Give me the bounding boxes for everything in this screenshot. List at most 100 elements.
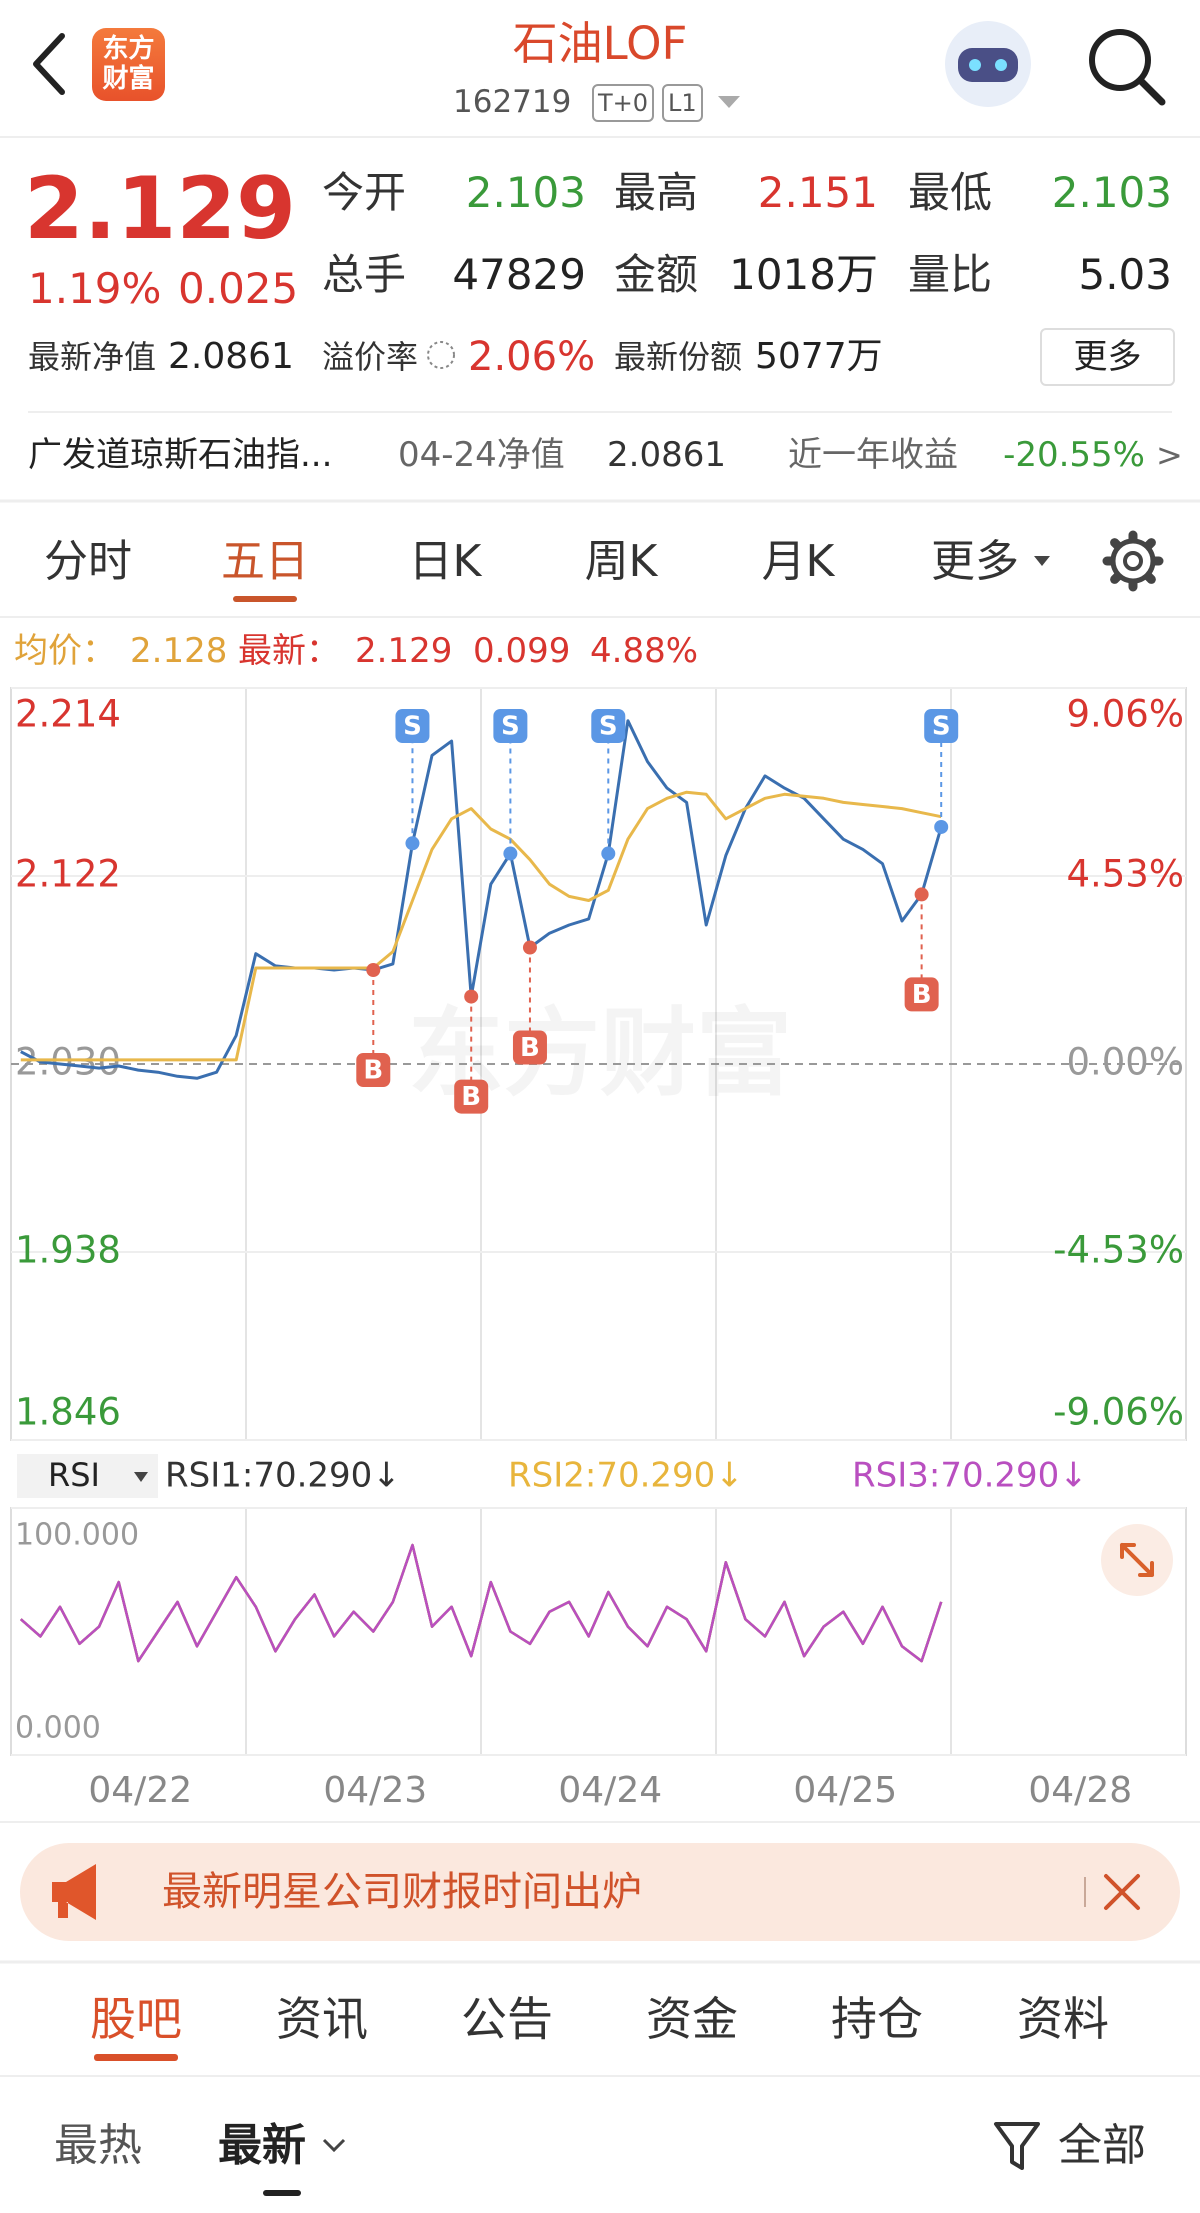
legend-entry: RSI1:70.290↓ — [165, 1456, 401, 1496]
notice-banner — [20, 1843, 1180, 1941]
trade-badge — [924, 709, 959, 743]
series-line — [20, 719, 943, 1080]
trade-badge — [454, 1079, 489, 1114]
dropdown-arrow — [134, 1472, 148, 1482]
trade-label: B — [520, 1033, 540, 1063]
stat-label: 最低 — [908, 168, 993, 217]
badge: L1 — [662, 84, 703, 122]
stat-value: 2.103 — [1051, 168, 1172, 217]
period-tab[interactable]: 五日 — [221, 536, 309, 587]
chart-frame — [10, 1507, 1187, 1756]
trade-dot — [366, 963, 381, 977]
stat-label: 最高 — [614, 168, 699, 217]
period-tab[interactable]: 分时 — [44, 536, 132, 587]
trade-label: S — [501, 712, 520, 742]
fund-name: 广发道琼斯石油指... — [28, 435, 333, 475]
stat-value: 1018万 — [729, 250, 878, 299]
series-line — [19, 1543, 943, 1663]
return-arrow[interactable]: > — [1156, 436, 1183, 474]
fund-nav: 2.0861 — [607, 435, 726, 475]
search-icon — [1089, 29, 1151, 91]
tab-underline — [94, 2054, 178, 2061]
x-tick-label: 04/24 — [558, 1770, 662, 1811]
badge: T+0 — [592, 84, 655, 122]
indicator-select[interactable] — [17, 1454, 158, 1498]
section-tab[interactable]: 资料 — [1017, 1992, 1109, 2046]
y2-tick-label: -9.06% — [1053, 1391, 1184, 1434]
y2-tick-label: 4.53% — [1066, 853, 1184, 896]
info-icon — [427, 341, 455, 369]
avg-price: 2.128 — [130, 631, 228, 671]
trade-dot — [522, 940, 537, 955]
close-button[interactable] — [1104, 1874, 1140, 1910]
avatar-face — [958, 48, 1018, 82]
y-tick-label: 100.000 — [15, 1518, 139, 1553]
feed-underline — [263, 2190, 301, 2196]
search-button[interactable] — [1089, 29, 1166, 106]
y2-tick-label: 0.00% — [1066, 1041, 1184, 1084]
stat-value: 2.103 — [465, 168, 586, 217]
series-line — [20, 790, 942, 1062]
avg-label: 均价： — [14, 631, 116, 671]
trade-label: B — [363, 1056, 383, 1086]
more-button[interactable]: 更多 — [1040, 328, 1175, 386]
last-change-pct: 4.88% — [590, 631, 699, 671]
trade-dot — [503, 846, 518, 861]
legend-entry: RSI3:70.290↓ — [852, 1456, 1088, 1496]
megaphone-icon — [52, 1864, 96, 1920]
nav-label: 最新净值 — [28, 338, 157, 376]
back-button[interactable] — [33, 33, 65, 95]
settings-button[interactable] — [1102, 530, 1164, 592]
filter-icon — [994, 2122, 1040, 2170]
section-tab[interactable]: 股吧 — [90, 1992, 182, 2046]
period-tab[interactable]: 日K — [408, 536, 482, 587]
trade-label: S — [932, 712, 951, 742]
avatar-eye — [995, 59, 1007, 71]
return-label: 近一年收益 — [788, 435, 958, 475]
logo-text: 东方 — [102, 34, 155, 64]
premium-label: 溢价率 — [322, 338, 419, 376]
dropdown-chevron — [322, 2138, 346, 2153]
section-tab[interactable]: 资金 — [646, 1992, 738, 2046]
return-value: -20.55% — [1003, 435, 1145, 475]
indicator-name: RSI — [48, 1456, 100, 1494]
dropdown-arrow — [1034, 556, 1050, 566]
period-tab[interactable]: 月K — [761, 536, 835, 587]
notice-text[interactable]: 最新明星公司财报时间出炉 — [162, 1869, 642, 1915]
avatar-eye — [969, 59, 981, 71]
legend-entry: RSI2:70.290↓ — [508, 1456, 744, 1496]
fund-nav-date: 04-24净值 — [398, 435, 565, 475]
trade-badge — [591, 709, 626, 743]
y-tick-label: 2.030 — [15, 1041, 121, 1084]
trade-label: S — [599, 712, 618, 742]
x-tick-label: 04/25 — [793, 1770, 897, 1811]
period-tab[interactable]: 周K — [584, 536, 658, 587]
change-pct: 1.19% — [28, 264, 162, 313]
y2-tick-label: 9.06% — [1066, 693, 1184, 736]
y-tick-label: 2.214 — [15, 693, 121, 736]
last-change: 0.099 — [473, 631, 571, 671]
last-label: 最新： — [238, 631, 340, 671]
change: 0.025 — [178, 264, 299, 313]
last-price: 2.129 — [355, 631, 453, 671]
feed-tab[interactable]: 最热 — [54, 2120, 142, 2171]
trade-badge — [493, 709, 528, 743]
expand-button[interactable] — [1101, 1524, 1173, 1596]
stat-label: 金额 — [614, 250, 699, 299]
x-tick-label: 04/28 — [1028, 1770, 1132, 1811]
filter-label[interactable]: 全部 — [1058, 2120, 1146, 2171]
trade-dot — [464, 989, 479, 1004]
stat-value: 5.03 — [1078, 250, 1172, 299]
feed-tab[interactable]: 最新 — [218, 2120, 306, 2171]
period-tab[interactable]: 更多 — [931, 536, 1019, 587]
trade-label: B — [461, 1082, 481, 1112]
trade-badge — [904, 977, 939, 1012]
gear-body — [1110, 538, 1156, 584]
gear-hole — [1123, 551, 1143, 571]
section-tab[interactable]: 持仓 — [831, 1992, 923, 2046]
premium-value: 2.06% — [468, 334, 596, 380]
stat-value: 2.151 — [757, 168, 878, 217]
section-tab[interactable]: 资讯 — [276, 1992, 368, 2046]
section-tab[interactable]: 公告 — [461, 1992, 553, 2046]
